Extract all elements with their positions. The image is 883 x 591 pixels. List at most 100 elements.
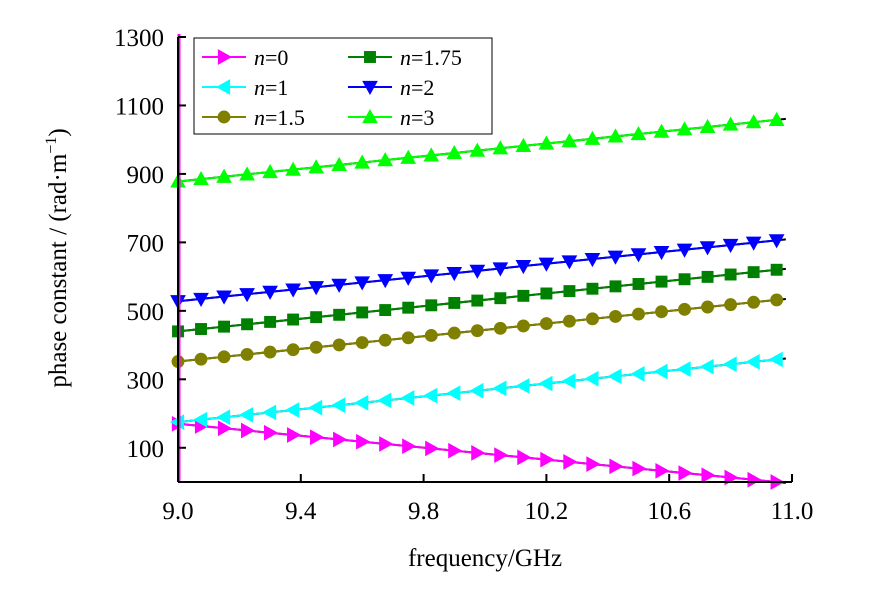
y-tick-label: 1100	[115, 93, 164, 120]
data-point	[538, 375, 553, 392]
data-point	[586, 282, 599, 295]
data-point	[355, 336, 369, 349]
data-point	[424, 328, 438, 342]
data-point	[309, 340, 323, 354]
legend-entry-n=2: n=2	[348, 75, 434, 100]
data-point	[584, 130, 601, 145]
data-point	[401, 331, 415, 345]
data-point	[722, 238, 739, 254]
data-point	[425, 440, 440, 457]
data-point	[354, 154, 371, 169]
data-point	[515, 260, 532, 275]
data-point	[563, 285, 576, 298]
data-point	[630, 366, 645, 382]
data-point	[216, 168, 232, 183]
data-point	[699, 118, 716, 134]
data-point	[516, 319, 530, 333]
data-point	[377, 392, 392, 409]
data-point	[747, 471, 762, 488]
data-point	[379, 436, 394, 452]
legend-entry-n=1.5: n=1.5	[202, 105, 305, 130]
series-n=3	[170, 111, 786, 188]
legend-entry-n=0: n=0	[202, 45, 288, 70]
data-point	[471, 445, 486, 461]
x-axis-title: frequency/GHz	[408, 545, 562, 572]
data-point	[653, 245, 670, 261]
data-point	[586, 456, 601, 472]
series-n=2	[170, 234, 786, 310]
data-point	[262, 163, 278, 179]
data-point	[630, 248, 647, 263]
data-point	[262, 404, 277, 421]
x-tick-label: 10.2	[525, 498, 569, 525]
series-layer	[169, 34, 786, 490]
legend: n=0 n=1 n=1.5 n=1.75 n=2 n=3	[193, 37, 493, 135]
data-point	[539, 317, 553, 331]
data-point	[331, 278, 348, 293]
data-point	[310, 429, 325, 446]
legend-label: n=2	[400, 75, 434, 100]
y-tick-label: 500	[127, 299, 165, 326]
x-tick-label: 9.4	[285, 498, 317, 525]
legend-marker	[215, 79, 231, 95]
legend-label: n=0	[254, 45, 288, 70]
data-point	[540, 451, 555, 468]
data-point	[607, 368, 622, 385]
data-point	[287, 313, 300, 326]
data-point	[701, 270, 714, 283]
legend-entry-n=1.75: n=1.75	[348, 45, 462, 70]
data-point	[331, 156, 348, 171]
data-point	[262, 285, 278, 300]
data-point	[724, 298, 738, 312]
y-axis-title-superscript: −1	[43, 137, 60, 154]
data-point	[678, 465, 693, 481]
data-point	[263, 345, 277, 359]
data-point	[356, 306, 369, 319]
y-tick-label: 1300	[114, 25, 164, 52]
data-point	[517, 289, 530, 302]
data-point	[607, 250, 624, 265]
data-point	[699, 241, 716, 256]
data-point	[287, 427, 302, 443]
data-point	[584, 370, 599, 387]
data-point	[701, 300, 715, 314]
data-point	[722, 116, 739, 131]
data-point	[747, 266, 760, 279]
data-point	[400, 271, 417, 286]
data-point	[308, 281, 324, 296]
data-point	[241, 318, 254, 331]
data-point	[632, 278, 645, 290]
data-point	[354, 276, 371, 291]
data-point	[378, 333, 392, 347]
data-point	[333, 431, 348, 448]
data-point	[193, 171, 209, 186]
data-point	[494, 447, 509, 463]
legend-label: n=1	[254, 75, 288, 100]
data-point	[655, 305, 668, 319]
data-point	[240, 422, 256, 439]
data-point	[493, 321, 507, 335]
data-point	[515, 137, 532, 153]
data-point	[678, 302, 691, 316]
data-point	[561, 133, 578, 148]
data-point	[423, 269, 440, 284]
data-point	[609, 280, 622, 293]
data-point	[239, 288, 255, 303]
y-tick-label: 700	[127, 230, 165, 257]
data-point	[469, 142, 486, 157]
data-point	[584, 252, 601, 268]
data-point	[286, 343, 300, 357]
data-point	[515, 378, 530, 394]
data-point	[285, 283, 301, 298]
legend-marker	[362, 80, 378, 96]
data-point	[216, 409, 231, 426]
data-point	[218, 320, 231, 333]
data-point	[701, 467, 716, 484]
data-point	[446, 385, 461, 402]
data-point	[562, 314, 576, 328]
data-point	[653, 123, 670, 138]
data-point	[538, 257, 555, 272]
data-point	[494, 292, 507, 305]
